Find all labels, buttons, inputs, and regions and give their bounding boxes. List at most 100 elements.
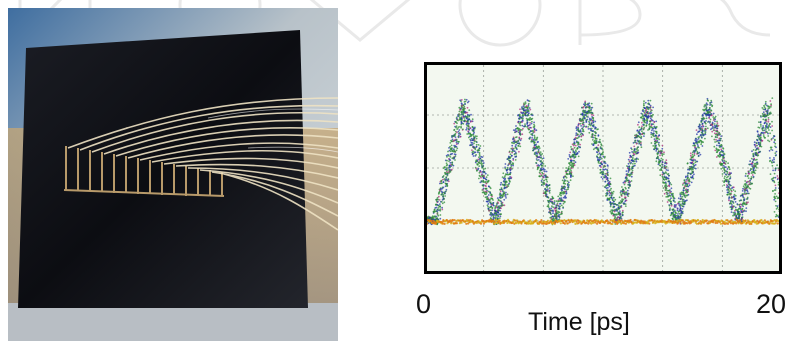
trace-point — [774, 167, 777, 170]
trace-point — [489, 191, 491, 194]
trace-point — [519, 129, 521, 132]
trace-point — [582, 106, 585, 108]
trace-point — [690, 165, 693, 168]
trace-point — [560, 204, 563, 207]
trace-point — [440, 180, 443, 183]
trace-point — [726, 168, 729, 170]
trace-point — [520, 112, 523, 114]
trace-point — [613, 196, 615, 199]
trace-point — [661, 147, 664, 150]
trace-point — [774, 200, 777, 203]
trace-point — [680, 193, 683, 196]
trace-point — [753, 165, 755, 167]
trace-point — [458, 129, 461, 131]
baseline-point — [735, 222, 738, 225]
trace-point — [592, 119, 595, 122]
trace-point — [528, 107, 531, 109]
trace-point — [491, 209, 493, 212]
trace-point — [540, 181, 543, 183]
trace-point — [580, 139, 583, 141]
trace-point — [720, 145, 723, 148]
trace-point — [621, 214, 624, 217]
trace-point — [669, 191, 671, 194]
baseline-point — [535, 219, 538, 222]
trace-point — [565, 176, 568, 179]
trace-point — [451, 138, 454, 141]
trace-point — [579, 130, 582, 133]
trace-point — [451, 140, 453, 142]
trace-point — [767, 139, 769, 142]
trace-point — [463, 111, 466, 113]
trace-point — [767, 127, 769, 129]
trace-point — [769, 173, 772, 175]
trace-point — [637, 123, 639, 126]
trace-point — [754, 169, 757, 172]
trace-point — [567, 188, 569, 190]
trace-point — [575, 153, 578, 156]
trace-point — [436, 208, 439, 211]
x-tick-label-end: 20 — [756, 289, 787, 319]
trace-point — [490, 213, 493, 216]
trace-point — [608, 182, 611, 184]
trace-point — [609, 205, 612, 208]
trace-point — [774, 145, 776, 148]
trace-point — [459, 99, 462, 102]
trace-point — [744, 180, 747, 182]
trace-point — [679, 215, 681, 218]
trace-point — [669, 208, 671, 211]
trace-point — [470, 137, 473, 140]
trace-point — [472, 133, 474, 136]
trace-point — [656, 153, 659, 156]
trace-point — [697, 137, 700, 140]
trace-point — [672, 192, 674, 195]
trace-point — [606, 171, 609, 174]
trace-point — [679, 193, 682, 196]
trace-point — [693, 152, 696, 155]
trace-point — [584, 109, 587, 112]
trace-point — [682, 205, 685, 208]
trace-point — [703, 109, 705, 112]
trace-point — [752, 168, 755, 171]
trace-point — [649, 107, 652, 109]
trace-point — [648, 123, 650, 126]
trace-point — [444, 171, 446, 174]
baseline-point — [539, 220, 542, 223]
trace-point — [582, 110, 584, 113]
trace-point — [536, 159, 539, 162]
trace-point — [770, 161, 773, 163]
trace-point — [572, 153, 575, 156]
trace-point — [605, 184, 608, 187]
trace-point — [479, 162, 481, 165]
trace-point — [627, 158, 630, 161]
trace-point — [667, 169, 669, 172]
trace-point — [533, 144, 536, 147]
trace-point — [687, 168, 689, 171]
trace-point — [649, 99, 652, 102]
trace-point — [454, 159, 456, 161]
trace-point — [652, 145, 655, 147]
trace-point — [635, 160, 638, 163]
trace-point — [454, 125, 456, 128]
trace-point — [473, 137, 476, 139]
trace-point — [529, 124, 531, 126]
trace-point — [765, 129, 767, 131]
trace-point — [671, 195, 674, 198]
trace-point — [756, 131, 759, 133]
trace-point — [550, 213, 552, 216]
trace-point — [570, 167, 573, 170]
trace-point — [773, 196, 776, 199]
trace-point — [732, 214, 734, 217]
trace-point — [593, 140, 595, 143]
trace-point — [474, 135, 477, 138]
trace-point — [628, 173, 631, 176]
trace-point — [720, 135, 723, 137]
trace-point — [495, 204, 498, 207]
trace-point — [484, 172, 487, 175]
trace-point — [650, 142, 653, 144]
trace-point — [667, 189, 669, 192]
trace-point — [771, 125, 774, 127]
trace-point — [591, 139, 594, 141]
trace-point — [606, 177, 609, 179]
trace-point — [694, 164, 697, 166]
trace-point — [522, 127, 524, 130]
